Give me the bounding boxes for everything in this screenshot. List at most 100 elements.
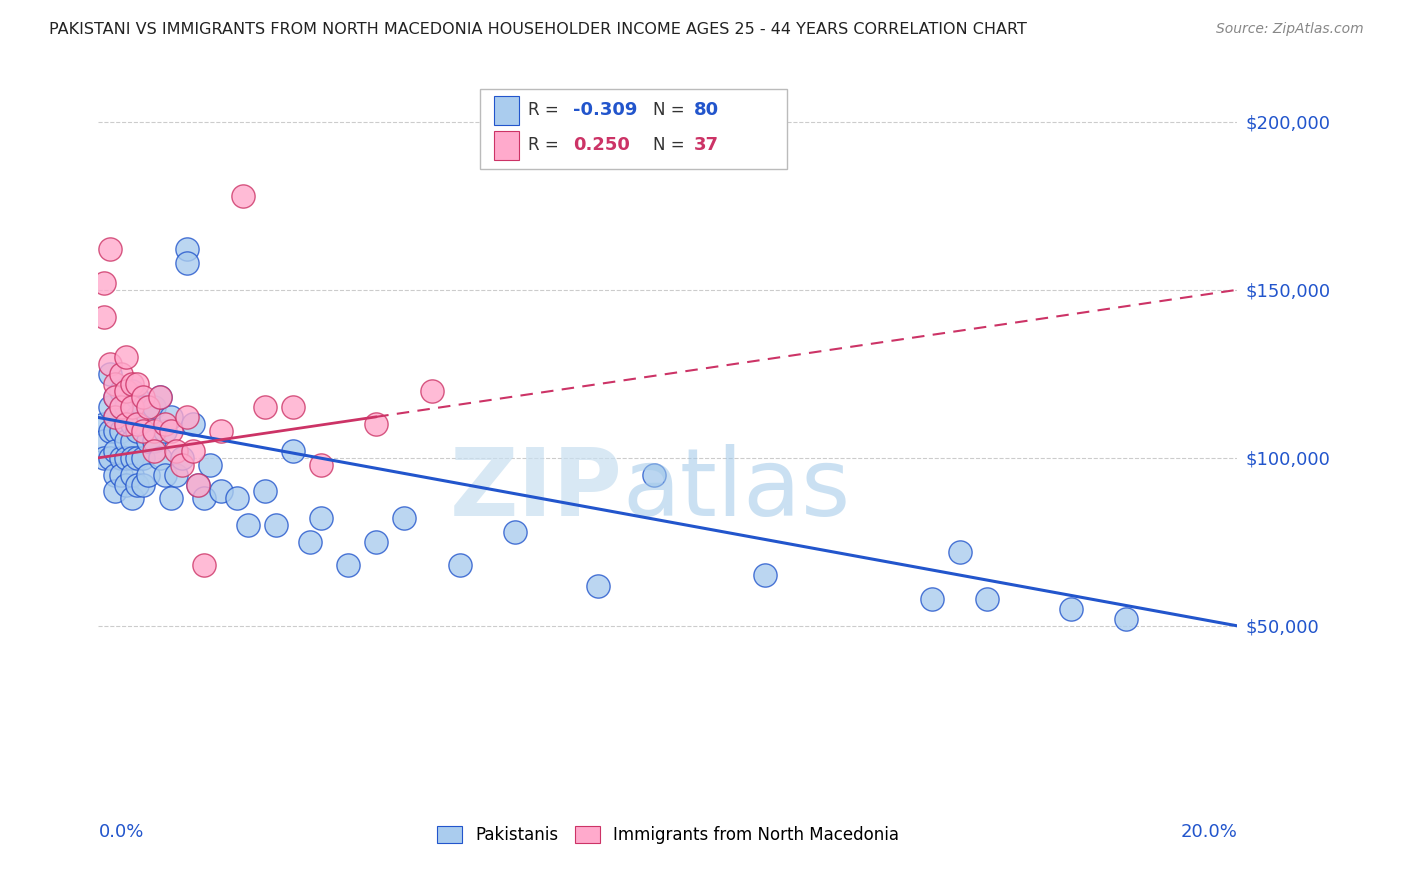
Point [115, 434, 138, 448]
Point [226, 491, 249, 505]
Point [121, 467, 143, 482]
Text: 80: 80 [695, 102, 718, 120]
Point [187, 477, 209, 491]
Point [148, 390, 170, 404]
Point [132, 477, 155, 491]
Point [159, 491, 181, 505]
Point [143, 444, 166, 458]
Point [187, 477, 209, 491]
Point [165, 467, 187, 482]
Point [281, 401, 304, 415]
Point [110, 367, 132, 381]
FancyBboxPatch shape [494, 130, 519, 160]
Point [127, 450, 149, 465]
Point [127, 417, 149, 432]
FancyBboxPatch shape [479, 89, 787, 169]
Point [138, 401, 160, 415]
Point [176, 256, 198, 270]
Point [148, 450, 170, 465]
Text: N =: N = [652, 136, 690, 154]
Point [309, 511, 332, 525]
Point [115, 417, 138, 432]
Point [366, 417, 388, 432]
Point [121, 401, 143, 415]
Point [153, 417, 176, 432]
Point [121, 376, 143, 391]
Point [138, 467, 160, 482]
Point [98, 424, 121, 438]
Point [254, 401, 277, 415]
Point [132, 390, 155, 404]
Point [104, 410, 127, 425]
Point [127, 424, 149, 438]
Point [153, 424, 176, 438]
Point [143, 424, 166, 438]
Point [1115, 612, 1137, 626]
Text: -0.309: -0.309 [574, 102, 638, 120]
Point [121, 450, 143, 465]
Point [98, 357, 121, 371]
Point [181, 444, 204, 458]
Text: Source: ZipAtlas.com: Source: ZipAtlas.com [1216, 22, 1364, 37]
Point [121, 491, 143, 505]
Point [503, 524, 526, 539]
Point [93, 310, 115, 324]
Point [104, 390, 127, 404]
Point [643, 467, 665, 482]
Point [121, 384, 143, 398]
Point [127, 477, 149, 491]
Point [115, 350, 138, 364]
Point [132, 417, 155, 432]
Point [754, 568, 776, 582]
Text: N =: N = [652, 102, 690, 120]
Point [104, 444, 127, 458]
Point [98, 243, 121, 257]
Point [159, 410, 181, 425]
Point [159, 424, 181, 438]
Point [165, 444, 187, 458]
Point [115, 450, 138, 465]
Point [98, 450, 121, 465]
Point [309, 458, 332, 472]
Point [93, 434, 115, 448]
Point [238, 518, 260, 533]
Text: 0.0%: 0.0% [98, 823, 143, 841]
Point [104, 467, 127, 482]
Point [337, 558, 360, 573]
Point [420, 384, 443, 398]
Point [143, 434, 166, 448]
Point [170, 450, 193, 465]
Point [121, 417, 143, 432]
Point [127, 376, 149, 391]
Text: 0.250: 0.250 [574, 136, 630, 154]
Point [121, 434, 143, 448]
Text: atlas: atlas [623, 444, 851, 536]
Point [264, 518, 287, 533]
Point [143, 401, 166, 415]
Point [148, 390, 170, 404]
Legend: Pakistanis, Immigrants from North Macedonia: Pakistanis, Immigrants from North Macedo… [430, 819, 905, 851]
Text: PAKISTANI VS IMMIGRANTS FROM NORTH MACEDONIA HOUSEHOLDER INCOME AGES 25 - 44 YEA: PAKISTANI VS IMMIGRANTS FROM NORTH MACED… [49, 22, 1028, 37]
Text: 20.0%: 20.0% [1181, 823, 1237, 841]
Point [209, 424, 232, 438]
Point [98, 401, 121, 415]
Point [110, 384, 132, 398]
Point [176, 243, 198, 257]
Point [588, 578, 610, 592]
Point [104, 484, 127, 499]
Point [948, 545, 970, 559]
Point [232, 188, 254, 202]
Point [209, 484, 232, 499]
Text: ZIP: ZIP [450, 444, 623, 536]
Point [110, 450, 132, 465]
Point [110, 401, 132, 415]
Point [254, 484, 277, 499]
Point [281, 444, 304, 458]
Point [93, 417, 115, 432]
Point [115, 417, 138, 432]
Point [115, 401, 138, 415]
Text: R =: R = [527, 102, 564, 120]
Point [93, 276, 115, 290]
Point [104, 424, 127, 438]
Point [298, 534, 321, 549]
